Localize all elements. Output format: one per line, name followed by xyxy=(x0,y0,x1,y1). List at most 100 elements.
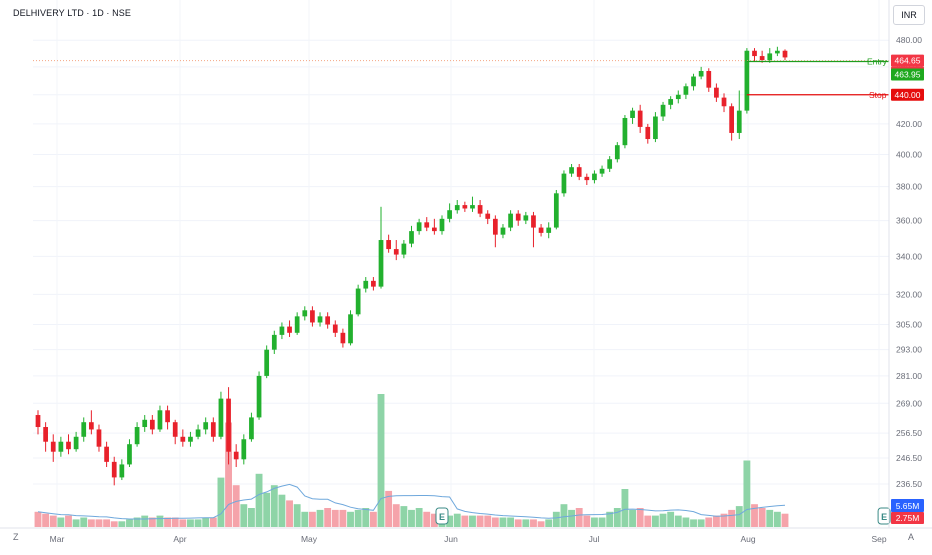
candle-body[interactable] xyxy=(592,173,597,181)
candle-body[interactable] xyxy=(515,213,521,221)
candle-body[interactable] xyxy=(454,205,460,211)
candle-body[interactable] xyxy=(553,193,559,228)
candle-body[interactable] xyxy=(492,218,498,235)
candle-body[interactable] xyxy=(683,86,689,95)
candle-body[interactable] xyxy=(325,316,331,325)
candle-body[interactable] xyxy=(576,167,582,177)
candle-body[interactable] xyxy=(256,375,262,418)
candle-body[interactable] xyxy=(165,410,170,423)
candle-body[interactable] xyxy=(691,76,696,87)
candle-body[interactable] xyxy=(271,334,277,350)
candle-body[interactable] xyxy=(462,205,468,209)
candle-body[interactable] xyxy=(508,213,513,228)
candle-body[interactable] xyxy=(134,427,140,445)
candle-body[interactable] xyxy=(485,213,491,219)
candle-body[interactable] xyxy=(73,436,79,450)
candle-body[interactable] xyxy=(378,240,384,287)
candle-body[interactable] xyxy=(226,398,231,452)
candle-body[interactable] xyxy=(614,145,620,160)
candle-body[interactable] xyxy=(241,439,247,460)
candle-body[interactable] xyxy=(264,349,270,376)
candle-body[interactable] xyxy=(668,99,674,105)
candle-body[interactable] xyxy=(180,436,186,442)
candle-body[interactable] xyxy=(416,222,422,232)
candle-body[interactable] xyxy=(622,117,628,146)
candle-body[interactable] xyxy=(35,415,41,428)
candle-body[interactable] xyxy=(721,97,727,107)
candle-body[interactable] xyxy=(348,314,353,344)
candle-body[interactable] xyxy=(653,116,658,140)
candle-body[interactable] xyxy=(66,441,71,450)
candle-body[interactable] xyxy=(188,436,193,442)
candle-body[interactable] xyxy=(477,205,483,214)
candle-body[interactable] xyxy=(203,422,209,430)
candle-body[interactable] xyxy=(500,227,506,235)
candle-body[interactable] xyxy=(424,222,430,228)
candle-body[interactable] xyxy=(675,94,681,100)
candle-body[interactable] xyxy=(584,176,590,181)
candle-body[interactable] xyxy=(698,70,704,77)
candle-body[interactable] xyxy=(432,227,437,232)
candle-body[interactable] xyxy=(249,417,254,440)
candle-body[interactable] xyxy=(149,419,155,430)
candle-body[interactable] xyxy=(233,451,239,460)
candle-body[interactable] xyxy=(645,126,651,140)
candle-body[interactable] xyxy=(714,87,719,98)
candle-body[interactable] xyxy=(386,240,391,250)
candle-body[interactable] xyxy=(119,464,125,478)
candle-body[interactable] xyxy=(157,410,163,430)
candle-body[interactable] xyxy=(371,280,376,287)
candle-body[interactable] xyxy=(729,106,735,133)
candle-body[interactable] xyxy=(287,326,292,333)
candle-body[interactable] xyxy=(401,243,407,255)
candle-body[interactable] xyxy=(317,316,323,323)
candle-body[interactable] xyxy=(294,316,300,333)
candle-body[interactable] xyxy=(775,50,780,54)
candle-body[interactable] xyxy=(332,324,338,333)
candle-body[interactable] xyxy=(607,159,613,169)
auto-scale-button[interactable]: A xyxy=(908,532,915,542)
candle-body[interactable] xyxy=(759,56,765,61)
candle-body[interactable] xyxy=(88,422,94,430)
candle-body[interactable] xyxy=(393,249,399,255)
candle-body[interactable] xyxy=(104,446,109,462)
candle-body[interactable] xyxy=(363,280,369,289)
candle-body[interactable] xyxy=(43,427,48,442)
timezone-button[interactable]: Z xyxy=(13,532,19,542)
candle-body[interactable] xyxy=(355,288,361,315)
candle-body[interactable] xyxy=(630,110,635,118)
candle-body[interactable] xyxy=(447,210,452,219)
candle-body[interactable] xyxy=(50,441,56,452)
candle-body[interactable] xyxy=(111,461,117,478)
candle-body[interactable] xyxy=(302,310,308,317)
candle-body[interactable] xyxy=(706,70,712,88)
candle-body[interactable] xyxy=(127,444,132,465)
candle-body[interactable] xyxy=(782,50,788,58)
candle-body[interactable] xyxy=(637,110,643,127)
candle-body[interactable] xyxy=(142,419,148,428)
candle-body[interactable] xyxy=(569,167,574,174)
candle-body[interactable] xyxy=(660,104,666,117)
candle-body[interactable] xyxy=(561,173,567,194)
candle-body[interactable] xyxy=(439,218,445,232)
candle-body[interactable] xyxy=(340,332,346,344)
candle-body[interactable] xyxy=(736,110,742,133)
candle-body[interactable] xyxy=(218,398,224,437)
candle-body[interactable] xyxy=(531,215,536,228)
candle-body[interactable] xyxy=(279,326,285,335)
candle-body[interactable] xyxy=(172,422,178,437)
candle-body[interactable] xyxy=(752,50,757,57)
candle-body[interactable] xyxy=(195,429,201,437)
earnings-event-marker[interactable] xyxy=(877,507,891,525)
candle-body[interactable] xyxy=(523,215,529,221)
earnings-event-marker[interactable] xyxy=(435,507,449,525)
candle-body[interactable] xyxy=(538,227,544,233)
candle-body[interactable] xyxy=(81,422,87,437)
candle-body[interactable] xyxy=(96,429,102,447)
candle-body[interactable] xyxy=(210,422,216,437)
candle-body[interactable] xyxy=(744,50,750,111)
candle-body[interactable] xyxy=(599,168,605,174)
candle-body[interactable] xyxy=(409,231,414,244)
candle-body[interactable] xyxy=(58,441,64,452)
